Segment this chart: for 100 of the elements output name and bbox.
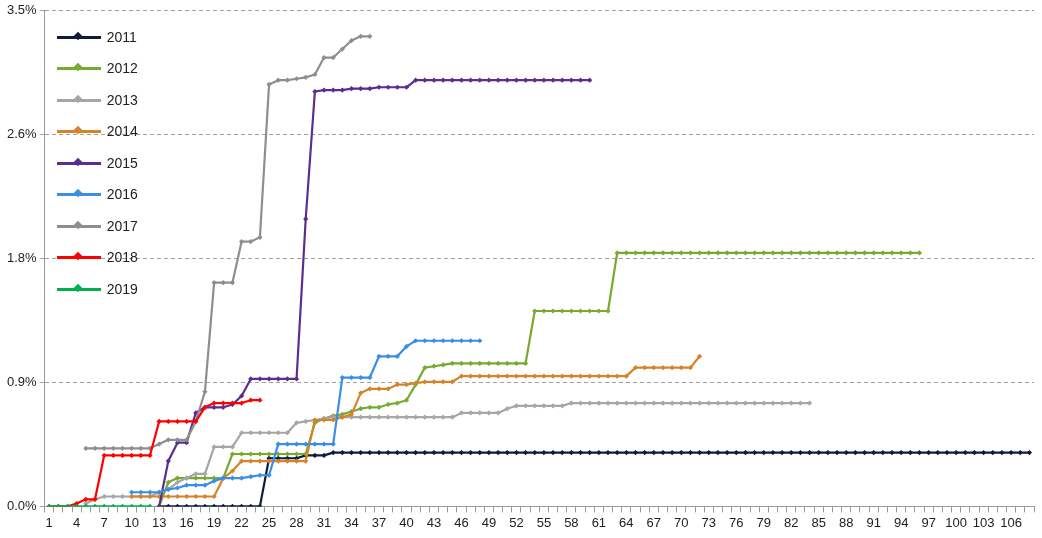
x-tick-label: 1 — [45, 514, 53, 530]
x-tick-label: 46 — [454, 514, 469, 530]
point — [138, 489, 144, 495]
x-tick-label: 106 — [1000, 514, 1022, 530]
point — [184, 418, 190, 425]
point — [385, 84, 391, 90]
x-tick-label: 16 — [179, 514, 194, 530]
point — [568, 77, 574, 83]
point — [358, 86, 364, 92]
x-tick-label: 52 — [509, 514, 524, 530]
x-tick-label: 97 — [921, 514, 936, 530]
point — [348, 86, 355, 92]
point — [394, 353, 400, 359]
y-tick-label: 0.9% — [6, 374, 38, 390]
legend-label: 2011 — [106, 28, 137, 45]
x-tick-label: 40 — [399, 514, 414, 530]
point — [275, 77, 281, 83]
x-tick-label: 82 — [784, 514, 799, 530]
point — [348, 37, 355, 44]
point — [147, 452, 153, 459]
point — [165, 418, 171, 425]
point — [184, 482, 190, 488]
point — [587, 77, 593, 83]
point — [339, 87, 345, 93]
point — [367, 33, 373, 39]
legend-label: 2017 — [106, 217, 138, 234]
x-tick-label: 49 — [481, 514, 497, 530]
legend-label: 2016 — [106, 186, 138, 203]
point — [303, 74, 309, 80]
legend-label: 2013 — [106, 91, 138, 108]
x-tick-label: 19 — [206, 514, 222, 530]
point — [238, 239, 245, 245]
legend-label: 2014 — [106, 123, 138, 140]
point — [238, 393, 245, 399]
point — [257, 234, 263, 240]
x-tick-label: 88 — [838, 514, 854, 530]
point — [532, 77, 538, 83]
point — [339, 374, 345, 381]
x-tick-label: 13 — [151, 514, 167, 530]
point — [220, 404, 226, 410]
point — [174, 418, 181, 425]
x-tick-label: 76 — [729, 514, 744, 530]
point — [358, 33, 364, 39]
point — [220, 280, 226, 286]
point — [403, 343, 410, 349]
point — [174, 485, 181, 491]
point — [138, 452, 144, 459]
point — [413, 338, 419, 344]
point — [504, 77, 510, 83]
point — [403, 84, 410, 90]
x-tick-label: 55 — [536, 514, 552, 530]
x-tick-label: 22 — [234, 514, 249, 530]
x-tick-label: 85 — [811, 514, 826, 530]
point — [284, 77, 290, 83]
y-tick-label: 1.8% — [6, 250, 38, 266]
point — [358, 374, 364, 381]
x-tick-label: 100 — [945, 514, 967, 530]
point — [129, 445, 135, 451]
point — [577, 77, 584, 83]
x-tick-label: 58 — [564, 514, 579, 530]
point — [348, 374, 355, 381]
point — [312, 88, 318, 95]
point — [248, 397, 254, 403]
point — [101, 452, 107, 459]
point — [440, 338, 446, 344]
x-tick-label: 94 — [893, 514, 909, 530]
legend-label: 2019 — [106, 280, 138, 297]
point — [321, 54, 327, 61]
point — [110, 445, 116, 451]
point — [477, 77, 483, 83]
legend-label: 2012 — [106, 60, 138, 77]
point — [156, 418, 162, 425]
point — [385, 353, 391, 359]
point — [248, 474, 254, 480]
x-tick-label: 103 — [972, 514, 995, 530]
point — [129, 489, 135, 495]
point — [394, 84, 400, 90]
x-tick-label: 79 — [756, 514, 771, 530]
point — [83, 496, 89, 502]
point — [165, 437, 171, 443]
y-tick-label: 2.6% — [6, 126, 38, 142]
point — [229, 280, 236, 286]
point — [449, 77, 455, 83]
x-tick-label: 64 — [619, 514, 634, 530]
point — [477, 338, 483, 344]
x-tick-label: 70 — [674, 514, 689, 530]
legend-label: 2018 — [106, 249, 138, 266]
point — [119, 445, 126, 451]
x-tick-label: 34 — [344, 514, 359, 530]
y-tick-label: 3.5% — [6, 2, 38, 18]
point — [367, 374, 373, 381]
point — [284, 376, 290, 382]
point — [458, 338, 465, 344]
x-tick-label: 4 — [73, 514, 81, 530]
point — [367, 86, 373, 92]
point — [83, 445, 89, 451]
point — [129, 452, 135, 459]
x-tick-label: 10 — [124, 514, 139, 530]
y-tick-label: 0.0% — [6, 497, 38, 513]
point — [468, 338, 474, 344]
